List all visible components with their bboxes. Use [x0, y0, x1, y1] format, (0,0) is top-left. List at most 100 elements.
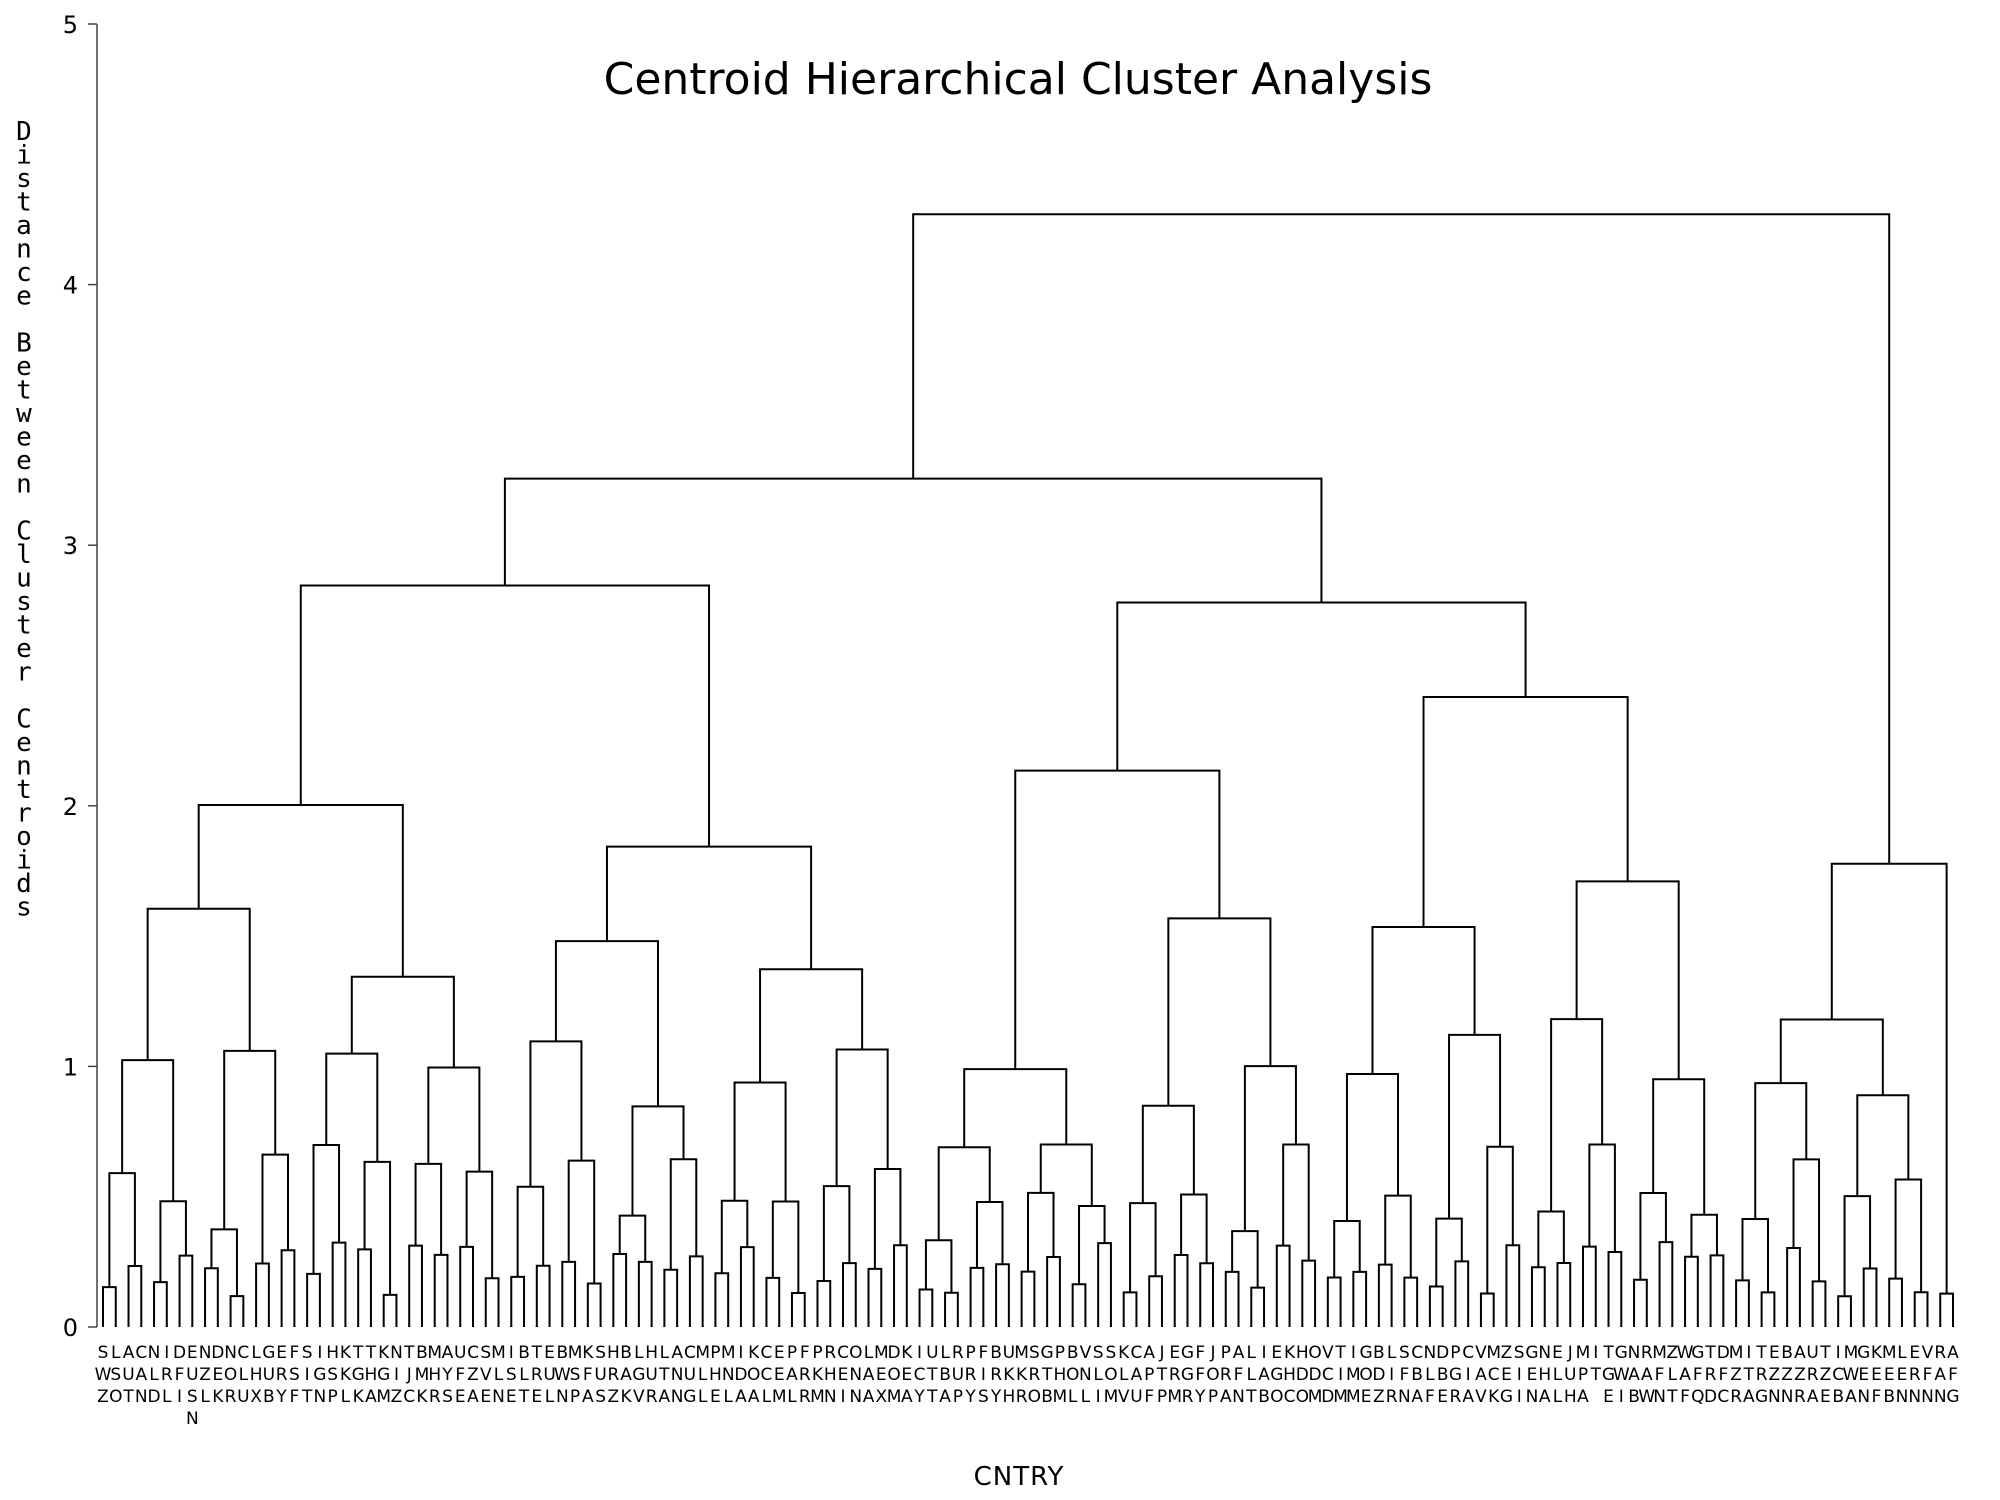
- dendrogram-link: [465, 1170, 494, 1279]
- y-axis-label-char: c: [16, 258, 32, 288]
- dendrogram-link: [612, 1253, 628, 1327]
- dendrogram-link: [918, 1288, 934, 1327]
- dendrogram-link: [835, 1048, 889, 1187]
- dendrogram-link: [325, 1052, 379, 1162]
- y-tick-label: 5: [63, 11, 78, 39]
- y-axis-label-char: i: [16, 141, 32, 171]
- dendrogram-link: [1830, 862, 1948, 1294]
- y-axis-label-char: r: [16, 799, 32, 829]
- y-axis-label-char: D: [16, 117, 32, 147]
- dendrogram-link: [1760, 1291, 1776, 1327]
- dendrogram-link: [893, 1244, 908, 1327]
- dendrogram-link: [229, 1295, 245, 1327]
- dendrogram-link: [1837, 1295, 1852, 1327]
- y-axis-label-char: n: [16, 235, 32, 265]
- y-axis-label-char: e: [16, 282, 32, 312]
- dendrogram-link: [822, 1185, 851, 1281]
- dendrogram-link: [1275, 1244, 1291, 1327]
- dendrogram-link: [1454, 1260, 1470, 1327]
- dendrogram-link: [510, 1275, 526, 1327]
- y-tick-label: 4: [63, 272, 78, 300]
- y-axis-label-char: e: [16, 446, 32, 476]
- dendrogram-link: [414, 1162, 443, 1255]
- dendrogram-link: [1129, 1202, 1157, 1293]
- y-axis-label-char: o: [16, 822, 32, 852]
- y-axis-label-char: i: [16, 846, 32, 876]
- dendrogram-link: [924, 1239, 953, 1293]
- y-tick-label: 2: [63, 793, 78, 821]
- dendrogram-link: [1027, 1191, 1055, 1272]
- dendrogram-link: [1199, 1262, 1214, 1327]
- dendrogram-link: [1556, 1261, 1572, 1327]
- y-axis-label-char: t: [16, 188, 32, 218]
- dendrogram-link: [1231, 1230, 1259, 1288]
- y-axis-label-char: t: [16, 611, 32, 641]
- dendrogram-link: [1550, 1018, 1604, 1212]
- dendrogram-link: [1326, 1276, 1342, 1327]
- y-axis-label-char: B: [16, 329, 32, 359]
- dendrogram-link: [516, 1185, 545, 1277]
- dendrogram-link: [1428, 1285, 1444, 1327]
- dendrogram-link: [1282, 1143, 1310, 1261]
- dendrogram-link: [121, 1059, 175, 1202]
- y-axis-label-char: l: [16, 540, 32, 570]
- y-axis-label-char: s: [16, 587, 32, 617]
